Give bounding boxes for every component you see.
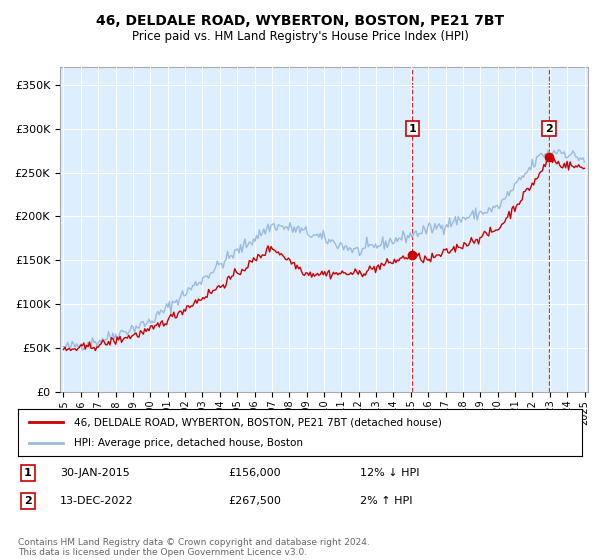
Text: Contains HM Land Registry data © Crown copyright and database right 2024.
This d: Contains HM Land Registry data © Crown c… <box>18 538 370 557</box>
Text: 2: 2 <box>24 496 32 506</box>
Text: 2% ↑ HPI: 2% ↑ HPI <box>360 496 413 506</box>
Text: £267,500: £267,500 <box>228 496 281 506</box>
Text: 12% ↓ HPI: 12% ↓ HPI <box>360 468 419 478</box>
Text: £156,000: £156,000 <box>228 468 281 478</box>
Text: 30-JAN-2015: 30-JAN-2015 <box>60 468 130 478</box>
Text: Price paid vs. HM Land Registry's House Price Index (HPI): Price paid vs. HM Land Registry's House … <box>131 30 469 43</box>
Text: 13-DEC-2022: 13-DEC-2022 <box>60 496 134 506</box>
Text: 46, DELDALE ROAD, WYBERTON, BOSTON, PE21 7BT (detached house): 46, DELDALE ROAD, WYBERTON, BOSTON, PE21… <box>74 417 442 427</box>
Text: 1: 1 <box>24 468 32 478</box>
Text: 46, DELDALE ROAD, WYBERTON, BOSTON, PE21 7BT: 46, DELDALE ROAD, WYBERTON, BOSTON, PE21… <box>96 14 504 28</box>
Text: 2: 2 <box>545 124 553 134</box>
Text: 1: 1 <box>409 124 416 134</box>
Text: HPI: Average price, detached house, Boston: HPI: Average price, detached house, Bost… <box>74 438 304 448</box>
